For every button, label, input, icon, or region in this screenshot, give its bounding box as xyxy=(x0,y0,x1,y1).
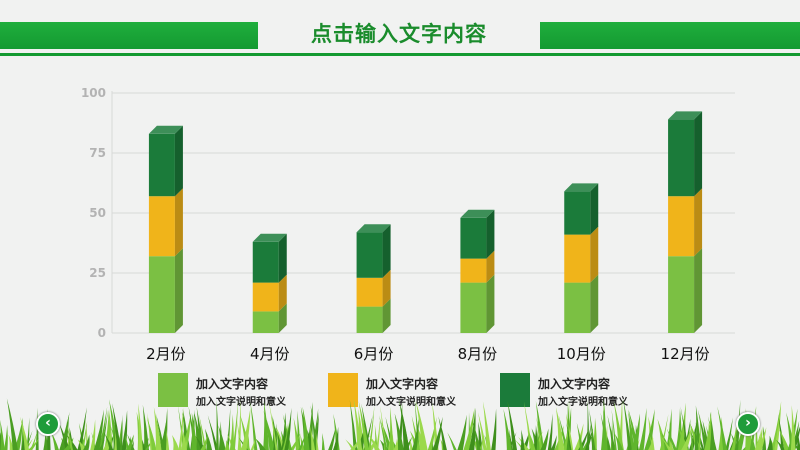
bar-segment xyxy=(460,209,495,259)
bar-segment xyxy=(148,248,183,333)
legend-label: 加入文字内容 xyxy=(196,377,269,391)
bar-segment xyxy=(356,269,391,307)
x-tick-label: 2月份 xyxy=(146,345,186,363)
y-tick-label: 25 xyxy=(89,266,106,280)
legend-label: 加入文字内容 xyxy=(366,377,439,391)
x-tick-label: 10月份 xyxy=(557,345,606,363)
bar-segment xyxy=(148,125,183,197)
bar-segment xyxy=(564,274,599,333)
y-tick-label: 50 xyxy=(89,206,106,220)
x-tick-label: 4月份 xyxy=(250,345,290,363)
bar-segment xyxy=(668,111,703,197)
y-tick-label: 0 xyxy=(98,326,106,340)
page-title: 点击输入文字内容 xyxy=(311,22,487,46)
bar-segment xyxy=(356,224,391,278)
y-tick-label: 75 xyxy=(89,146,106,160)
bar-segment xyxy=(564,226,599,283)
bar-segment xyxy=(148,188,183,257)
y-tick-label: 100 xyxy=(81,86,106,100)
legend-label: 加入文字内容 xyxy=(538,377,611,391)
chevron-right-icon: › xyxy=(745,415,751,431)
legend-description: 加入文字说明和意义 xyxy=(196,397,286,408)
x-tick-label: 8月份 xyxy=(458,345,498,363)
bar-segment xyxy=(460,274,495,333)
legend-swatch xyxy=(328,373,358,407)
bar-segment xyxy=(460,250,495,283)
x-tick-label: 12月份 xyxy=(661,345,710,363)
legend-description: 加入文字说明和意义 xyxy=(366,397,456,408)
grass-decoration xyxy=(0,398,800,450)
header-bar-right xyxy=(540,22,800,49)
prev-slide-button[interactable]: ‹ xyxy=(36,412,60,436)
bar-segment xyxy=(668,188,703,257)
bar-segment xyxy=(356,298,391,333)
header-underline xyxy=(0,53,800,56)
x-tick-label: 6月份 xyxy=(354,345,394,363)
header-bar-left xyxy=(0,22,258,49)
legend-swatch xyxy=(500,373,530,407)
bar-segment xyxy=(252,233,287,283)
next-slide-button[interactable]: › xyxy=(736,412,760,436)
legend-description: 加入文字说明和意义 xyxy=(538,397,628,408)
chevron-left-icon: ‹ xyxy=(45,415,51,431)
bar-segment xyxy=(252,274,287,312)
bar-segment xyxy=(564,183,599,235)
bar-segment xyxy=(668,248,703,333)
bar-segment xyxy=(252,303,287,333)
legend-swatch xyxy=(158,373,188,407)
